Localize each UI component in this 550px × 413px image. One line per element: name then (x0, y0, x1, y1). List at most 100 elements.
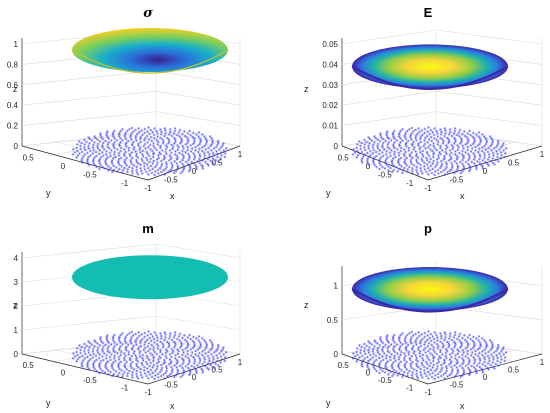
xlabel-sigma: x (170, 191, 175, 201)
node-point: * (178, 151, 181, 158)
node-point: * (152, 151, 155, 158)
node-point: * (398, 371, 401, 378)
node-point: * (132, 344, 135, 351)
node-point: * (445, 369, 448, 376)
node-point: * (431, 353, 434, 360)
node-point: * (149, 157, 152, 164)
node-point: * (415, 158, 418, 165)
node-point: * (211, 342, 214, 349)
node-point: * (452, 335, 455, 342)
z-gridline (341, 131, 543, 147)
node-point: * (491, 161, 494, 168)
node-point: * (415, 362, 418, 369)
node-point: * (180, 342, 183, 349)
node-point: * (108, 355, 111, 362)
node-point: * (428, 373, 431, 380)
node-point: * (113, 140, 116, 147)
node-point: * (465, 364, 468, 371)
node-point: * (410, 366, 413, 373)
node-point: * (76, 347, 79, 354)
node-point: * (162, 140, 165, 147)
node-point: * (385, 337, 388, 344)
node-point: * (485, 140, 488, 147)
node-point: * (184, 347, 187, 354)
node-point: * (176, 337, 179, 344)
node-point: * (407, 350, 410, 357)
node-point: * (209, 144, 212, 151)
node-point: * (461, 373, 464, 380)
node-point: * (203, 134, 206, 141)
node-point: * (443, 338, 446, 345)
node-point: * (160, 170, 163, 177)
node-point: * (199, 344, 202, 351)
node-point: * (185, 364, 188, 371)
node-point: * (143, 369, 146, 376)
node-point: * (414, 353, 417, 360)
z-gridline (21, 111, 241, 126)
node-point: * (426, 163, 429, 170)
node-point: * (148, 373, 151, 380)
node-point: * (485, 344, 488, 351)
node-point: * (160, 337, 163, 344)
node-point: * (361, 161, 364, 168)
node-point: * (374, 340, 377, 347)
node-point: * (155, 352, 158, 359)
node-point: * (460, 140, 463, 147)
node-point: * (467, 366, 470, 373)
node-point: * (413, 145, 416, 152)
node-point: * (151, 334, 154, 341)
node-point: * (207, 158, 210, 165)
node-point: * (166, 349, 169, 356)
node-point: * (134, 136, 137, 143)
node-point: * (129, 364, 132, 371)
node-point: * (434, 369, 437, 376)
node-point: * (422, 348, 425, 355)
node-point: * (143, 168, 146, 175)
node-point: * (153, 137, 156, 144)
node-point: * (102, 345, 105, 352)
node-point: * (142, 348, 145, 355)
node-point: * (405, 156, 408, 163)
node-point: * (176, 370, 179, 377)
node-point: * (467, 152, 470, 159)
node-point: * (123, 358, 126, 365)
node-point: * (466, 137, 469, 144)
node-point: * (468, 368, 471, 375)
node-point: * (106, 349, 109, 356)
node-point: * (381, 369, 384, 376)
node-point: * (98, 159, 101, 166)
node-point: * (386, 156, 389, 163)
node-point: * (483, 360, 486, 367)
node-point: * (170, 355, 173, 362)
node-point: * (427, 126, 430, 133)
node-point: * (185, 340, 188, 347)
node-point: * (440, 133, 443, 140)
node-point: * (143, 346, 146, 353)
node-point: * (372, 161, 375, 168)
node-point: * (362, 358, 365, 365)
node-point: * (429, 143, 432, 150)
node-point: * (471, 339, 474, 346)
node-point: * (91, 356, 94, 363)
node-point: * (140, 361, 143, 368)
node-point: * (381, 143, 384, 150)
node-point: * (415, 134, 418, 141)
node-point: * (163, 134, 166, 141)
node-point: * (98, 361, 101, 368)
node-point: * (359, 144, 362, 151)
node-point: * (421, 152, 424, 159)
node-point: * (364, 352, 367, 359)
node-point: * (162, 158, 165, 165)
node-point: * (111, 158, 114, 165)
node-point: * (483, 156, 486, 163)
node-point: * (392, 142, 395, 149)
node-point: * (355, 350, 358, 357)
node-point: * (398, 335, 401, 342)
node-point: * (152, 144, 155, 151)
node-point: * (135, 160, 138, 167)
node-point: * (422, 154, 425, 161)
node-point: * (218, 148, 221, 155)
node-point: * (403, 158, 406, 165)
node-point: * (417, 346, 420, 353)
node-point: * (124, 150, 127, 157)
